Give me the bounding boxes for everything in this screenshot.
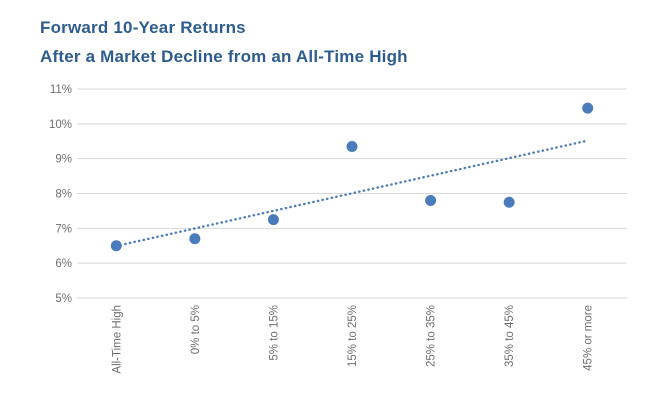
x-axis-category-label: All-Time High	[111, 305, 123, 374]
data-point	[189, 233, 201, 245]
chart-title: Forward 10-Year Returns After a Market D…	[40, 13, 408, 71]
y-axis-tick-label: 7%	[55, 223, 72, 235]
x-axis-category-label: 0% to 5%	[190, 305, 202, 354]
y-axis-tick-label: 5%	[55, 293, 72, 305]
y-axis-tick-label: 11%	[50, 84, 72, 96]
x-axis-category-label: 15% to 25%	[347, 305, 359, 367]
y-axis-tick-label: 6%	[55, 258, 72, 270]
x-axis-category-label: 35% to 45%	[504, 305, 516, 367]
y-axis-tick-label: 8%	[55, 189, 72, 201]
trend-line	[124, 140, 586, 246]
chart-title-line2: After a Market Decline from an All-Time …	[40, 47, 408, 66]
data-point	[425, 194, 437, 206]
data-point	[503, 196, 515, 208]
x-axis-category-label: 25% to 35%	[426, 305, 438, 367]
chart-title-line1: Forward 10-Year Returns	[40, 18, 246, 37]
y-axis-tick-label: 9%	[55, 154, 72, 166]
x-axis-category-label: 5% to 15%	[268, 305, 280, 361]
data-point	[267, 214, 279, 226]
data-point	[346, 140, 358, 152]
x-axis-category-label: 45% or more	[583, 305, 595, 371]
data-point	[582, 102, 594, 114]
data-point	[110, 240, 122, 252]
y-axis-tick-label: 10%	[49, 119, 72, 131]
